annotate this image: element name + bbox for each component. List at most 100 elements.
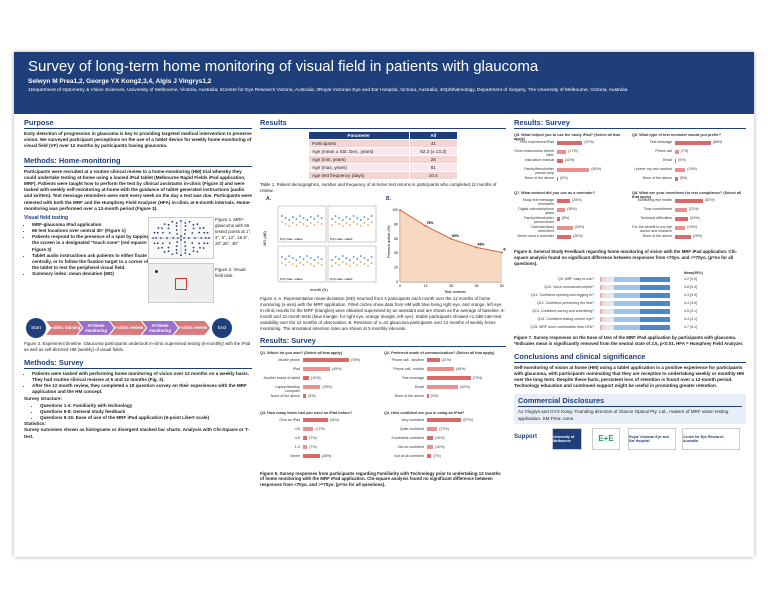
vf-test-point (161, 231, 164, 234)
likert-segment (606, 285, 614, 291)
survey-value: (10%) (435, 444, 445, 449)
table-cell: Age test frequency (days) (308, 171, 410, 180)
survey-bar (427, 454, 432, 458)
md-point (306, 224, 309, 227)
vf-test-point (152, 236, 154, 239)
likert-question: Q10. Voice commands helpful? (544, 284, 594, 289)
conclusions-text: Self-monitoring of vision at home (HM) u… (514, 364, 744, 389)
x-tick-label: 52 (500, 284, 504, 288)
likert-segment (614, 317, 640, 323)
vf-test-point (188, 220, 191, 223)
demographics-table: Parameter All Participants 41 Age (mean ± … (308, 131, 458, 180)
survey-item-label: None of the above (642, 234, 672, 238)
md-point (295, 217, 298, 220)
retention-annotation: 41% (503, 247, 506, 251)
survey-value: (21%) (441, 357, 452, 362)
survey-bar (675, 140, 711, 145)
likert-segment (614, 301, 640, 307)
md-point (363, 262, 366, 265)
md-point (363, 221, 366, 224)
vf-test-point (202, 226, 205, 229)
table-caption: Table 1. Patient demographics, number an… (260, 182, 497, 193)
md-point (302, 263, 305, 266)
vf-test-point (172, 236, 175, 239)
chart-a-xlabel: month (N) (310, 287, 328, 292)
survey-item-label: Calendar/diary reminders (530, 225, 554, 233)
likert-segment (600, 309, 602, 315)
md-point (331, 223, 333, 226)
vf-test-point (157, 226, 160, 229)
survey-value: (57%) (463, 417, 473, 422)
likert-segment (600, 325, 602, 331)
x-tick-label: 26 (449, 284, 453, 288)
md-point (367, 264, 369, 267)
chart-b-retention: 0 20 40 60 80 100 0 13 26 39 52 78% 60% 48% 41% Percen… (386, 208, 506, 294)
vf-test-point (167, 227, 170, 230)
survey-bar (675, 176, 678, 181)
likert-segment (602, 285, 606, 291)
survey-value: (17%) (568, 149, 578, 153)
vf-test-point (203, 231, 206, 234)
vf-test-point (203, 242, 206, 244)
vf-test-point (161, 227, 163, 230)
survey-bar (303, 436, 308, 440)
vf-test-point (188, 253, 191, 256)
figure-4: A. B. MD (dB) month (N) P(1) Glau. stabl… (260, 196, 506, 296)
md-point (302, 222, 305, 225)
md-point (359, 224, 362, 227)
likert-header: Mean(95%) (684, 270, 703, 275)
md-point (302, 216, 305, 219)
likert-segment (614, 277, 640, 283)
survey-bar (675, 234, 691, 239)
md-point (338, 216, 341, 219)
survey-bar (303, 445, 308, 449)
table-cell: 25 (408, 155, 458, 164)
vf-test-point (191, 242, 194, 244)
figure-5: Q1. Which do you own? (Select all that a… (260, 349, 506, 471)
vf-test-point (206, 242, 209, 245)
likert-question: Q9. MRF easy to use? (558, 276, 594, 281)
support-label: Support (514, 433, 537, 440)
md-point (331, 264, 333, 267)
md-point (281, 214, 283, 217)
figure-7-likert: Mean(95%) Q9. MRF easy to use? 4.2 [3.9] Q… (514, 271, 746, 335)
md-point (317, 261, 319, 264)
md-point (295, 223, 298, 226)
vf-task-figure (148, 262, 214, 303)
vf-test-point (167, 250, 170, 252)
vf-test-point (156, 231, 159, 234)
methods-home-heading: Methods: Home-monitoring (24, 156, 252, 167)
md-point (334, 220, 337, 223)
column-left: Purpose Early detection of progression i… (24, 118, 252, 440)
survey-bar (557, 176, 559, 181)
column-right: Results: Survey Q5. What helped you to u… (514, 118, 746, 450)
md-point (352, 214, 355, 217)
md-point (291, 256, 294, 259)
likert-question: Q15. MRF more comfortable than HFA? (530, 324, 594, 329)
survey-item-label: None of the above (394, 393, 424, 398)
vf-dot-grid (151, 219, 211, 256)
survey-value: (22%) (688, 207, 699, 211)
survey-value: (26%) (573, 234, 583, 238)
md-point (338, 222, 341, 225)
survey-item-label: Digital calendar/phone alarm (518, 207, 554, 215)
x-tick-label: 13 (424, 284, 428, 288)
md-point (309, 215, 312, 218)
fig4-caption: Figure 4. A. Representative mean-deviati… (260, 295, 506, 331)
fig1-caption: Figure 1. MRF-glaucoma with 66 tested po… (215, 216, 252, 246)
survey-bar (303, 394, 306, 398)
survey-item-label: Never (290, 453, 300, 458)
likert-segment (602, 309, 606, 315)
md-point (309, 221, 312, 224)
table-cell: Age (max, years) (308, 163, 410, 172)
survey-item-label: None of the above (642, 176, 672, 180)
md-point (356, 263, 359, 266)
survey-question-title: Q2. Preferred mode of communication? (Se… (384, 350, 495, 355)
retention-area (400, 209, 502, 282)
vf-test-point (199, 246, 201, 249)
fig5-caption: Figure 5. Survey responses from particip… (260, 470, 501, 488)
survey-question-title: Q3. How many times had you used an iPad … (260, 410, 353, 415)
md-point (345, 256, 348, 259)
likert-segment (606, 325, 614, 331)
vf-test-point (168, 242, 171, 244)
